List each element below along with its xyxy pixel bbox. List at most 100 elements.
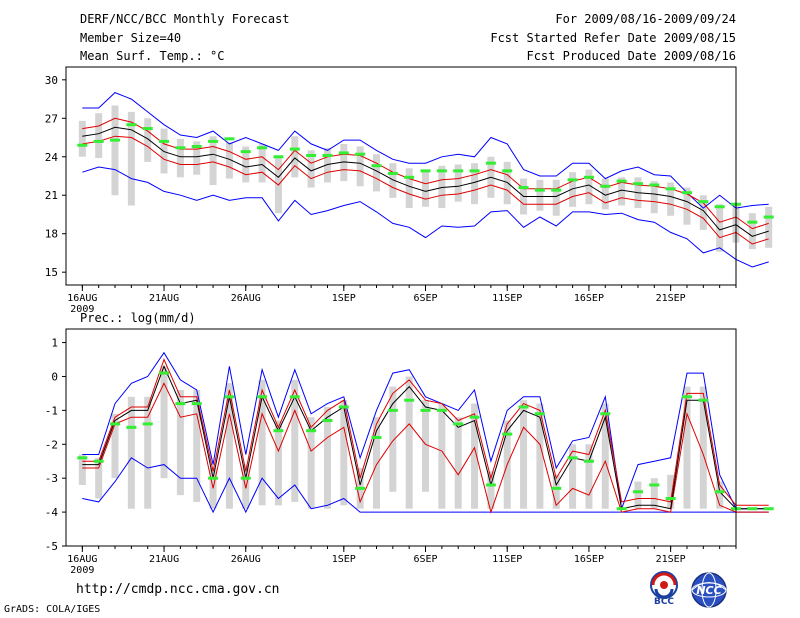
- ensemble-bar: [340, 400, 348, 506]
- ensemble-bar: [471, 163, 479, 205]
- ensemble-bar: [307, 417, 315, 509]
- ensemble-bar: [389, 163, 397, 198]
- observed-marker: [191, 402, 202, 406]
- observed-marker: [681, 191, 692, 195]
- ensemble-bar: [471, 403, 479, 509]
- observed-marker: [404, 175, 415, 179]
- y-tick-label: -5: [45, 540, 58, 553]
- observed-marker: [191, 145, 202, 149]
- observed-marker: [567, 178, 578, 182]
- ensemble-bar: [356, 146, 364, 187]
- y-tick-label: 1: [51, 337, 58, 350]
- ensemble-bar: [291, 379, 299, 502]
- x-tick-label: 21AUG: [149, 554, 179, 565]
- x-tick-label: 16AUG: [67, 293, 97, 304]
- member-size-label: Member Size=40: [80, 31, 182, 45]
- observed-marker: [714, 205, 725, 209]
- observed-marker: [616, 179, 627, 183]
- observed-marker: [240, 476, 251, 480]
- observed-marker: [485, 161, 496, 165]
- ensemble-bar: [667, 474, 675, 509]
- ensemble-bar: [422, 400, 430, 492]
- observed-marker: [355, 152, 366, 156]
- ensemble-bar: [111, 413, 119, 479]
- observed-marker: [616, 507, 627, 511]
- ensemble-bar: [193, 141, 201, 175]
- ensemble-bar: [258, 143, 266, 183]
- ensemble-bar: [487, 471, 495, 509]
- y-tick-label: 18: [45, 228, 58, 241]
- observed-marker: [518, 405, 529, 409]
- observed-marker: [208, 139, 219, 143]
- x-tick-year: 2009: [70, 565, 94, 576]
- observed-marker: [159, 139, 170, 143]
- ensemble-bar: [95, 457, 103, 499]
- x-tick-label: 6SEP: [413, 554, 437, 565]
- observed-marker: [469, 169, 480, 173]
- ensemble-bar: [454, 417, 462, 509]
- y-tick-label: -1: [45, 404, 58, 417]
- ncc-logo-text: NCC: [696, 584, 721, 597]
- plot-frame: [65, 328, 737, 547]
- observed-marker: [583, 459, 594, 463]
- observed-marker: [534, 188, 545, 192]
- observed-marker: [273, 155, 284, 159]
- x-tick-year: 2009: [70, 304, 94, 315]
- x-tick-label: 1SEP: [332, 293, 356, 304]
- observed-marker: [698, 398, 709, 402]
- ensemble-bar: [618, 177, 626, 206]
- ensemble-bar: [569, 444, 577, 509]
- ensemble-bar: [176, 138, 184, 178]
- ensemble-bar: [209, 136, 217, 185]
- observed-marker: [159, 371, 170, 375]
- x-tick-label: 21SEP: [656, 293, 686, 304]
- observed-marker: [126, 425, 137, 429]
- y-tick-label: 30: [45, 74, 58, 87]
- ensemble-bar: [127, 396, 135, 509]
- ensemble-bar: [520, 400, 528, 509]
- observed-marker: [257, 395, 268, 399]
- ensemble-bar: [716, 481, 724, 509]
- observed-marker: [142, 422, 153, 426]
- ensemble-bar: [372, 154, 380, 192]
- min-line: [82, 457, 769, 514]
- observed-marker: [224, 395, 235, 399]
- observed-marker: [175, 402, 186, 406]
- observed-marker: [257, 146, 268, 150]
- ensemble-bar: [585, 444, 593, 509]
- ensemble-bar: [650, 181, 658, 214]
- observed-marker: [583, 175, 594, 179]
- observed-marker: [338, 405, 349, 409]
- ensemble-bar: [127, 111, 135, 206]
- observed-marker: [371, 436, 382, 439]
- upper-std-line: [82, 358, 769, 506]
- observed-marker: [600, 412, 611, 416]
- observed-marker: [208, 476, 219, 480]
- observed-marker: [600, 184, 611, 188]
- observed-marker: [763, 507, 774, 511]
- observed-marker: [387, 171, 398, 175]
- ensemble-bar: [405, 168, 413, 209]
- ensemble-bar: [78, 454, 86, 485]
- ensemble-bar: [454, 164, 462, 202]
- ensemble-bar: [291, 136, 299, 178]
- observed-marker: [322, 419, 333, 423]
- observed-marker: [567, 456, 578, 460]
- ensemble-bar: [683, 386, 691, 509]
- x-tick-label: 16SEP: [574, 293, 604, 304]
- precip-variable-label: Prec.: log(mm/d): [80, 311, 196, 325]
- chart-title: DERF/NCC/BCC Monthly Forecast: [80, 12, 290, 26]
- ensemble-bar: [258, 379, 266, 506]
- bcc-logo: BCC: [643, 570, 685, 610]
- y-tick-label: 24: [45, 151, 59, 164]
- ensemble-bar: [601, 403, 609, 509]
- observed-marker: [387, 408, 398, 412]
- observed-marker: [240, 150, 251, 154]
- y-tick-label: -2: [45, 438, 58, 451]
- x-tick-label: 16SEP: [574, 554, 604, 565]
- y-tick-label: 15: [45, 266, 58, 279]
- plot-frame: [65, 66, 737, 286]
- ncc-logo: NCC: [686, 570, 732, 614]
